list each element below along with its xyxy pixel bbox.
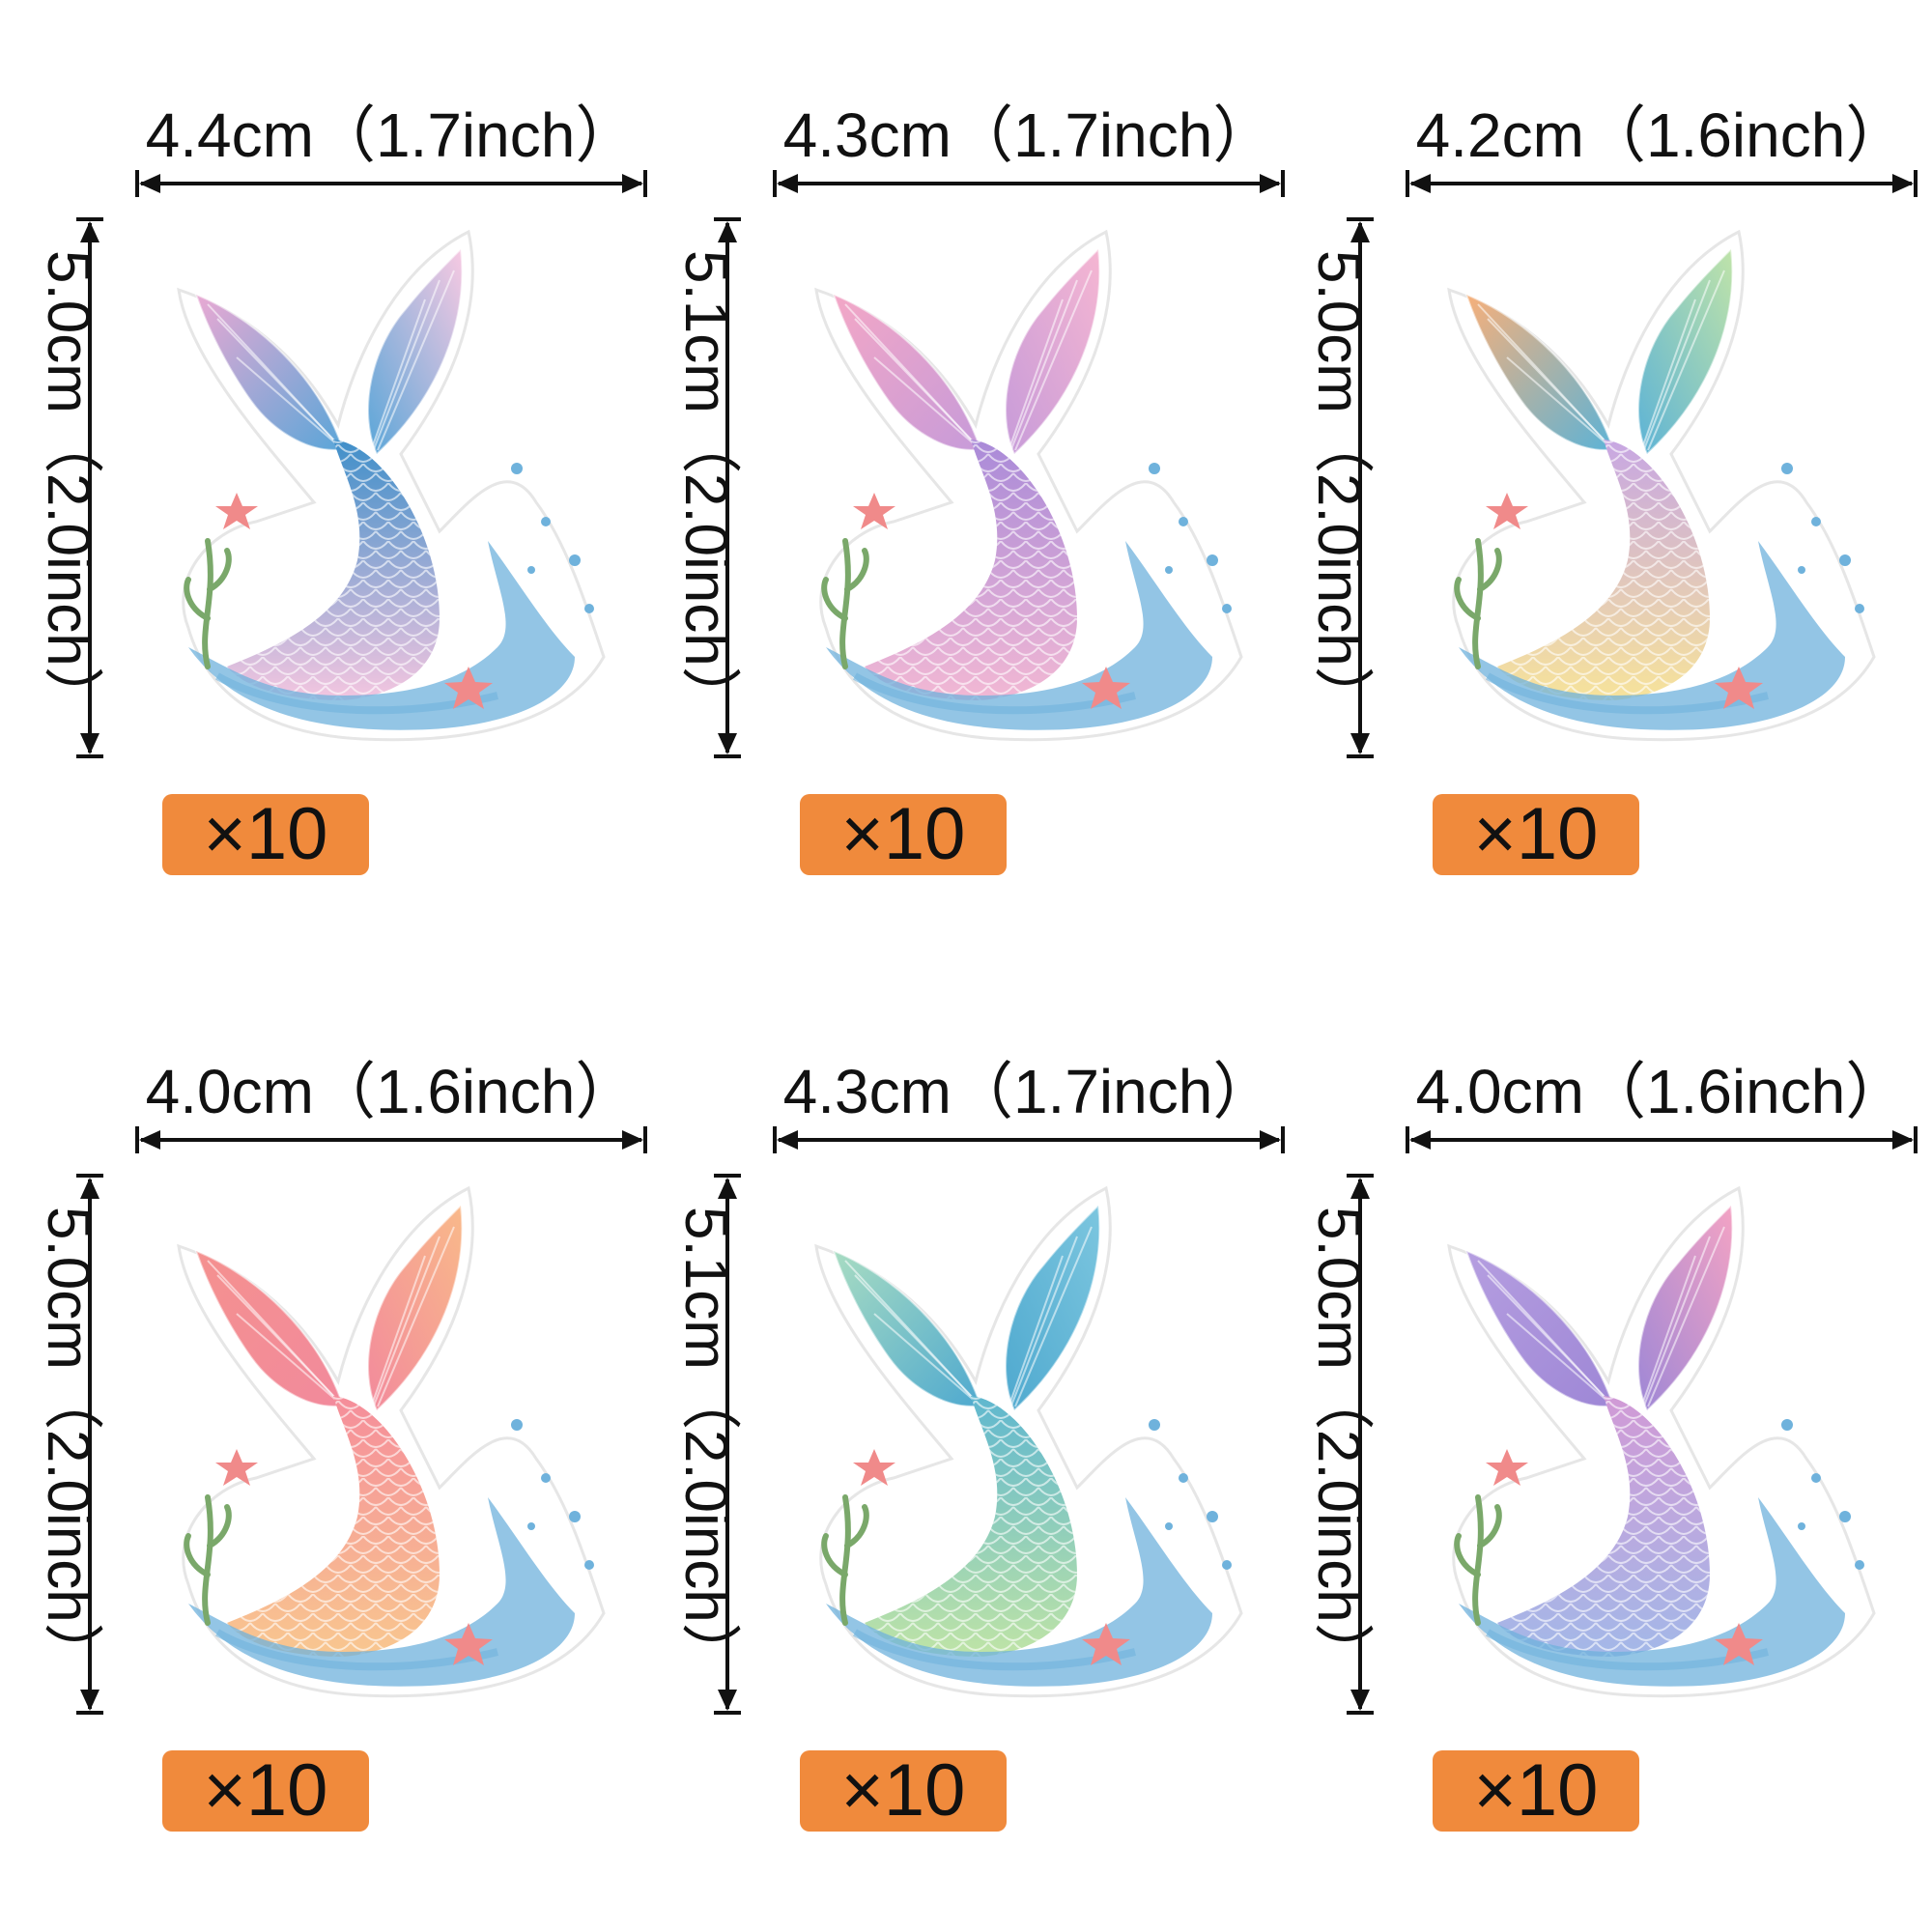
width-arrow-icon bbox=[1406, 170, 1918, 197]
width-dimension: 4.0cm（1.6inch） bbox=[135, 1053, 647, 1159]
width-label: 4.3cm（1.7inch） bbox=[782, 100, 1275, 170]
width-arrow-icon bbox=[773, 170, 1285, 197]
quantity-badge: ×10 bbox=[800, 1750, 1007, 1832]
width-dimension: 4.2cm（1.6inch） bbox=[1406, 97, 1918, 203]
height-label: 5.0cm（2.0inch） bbox=[1305, 249, 1372, 726]
height-arrow-icon bbox=[1347, 1174, 1374, 1715]
height-arrow-icon bbox=[714, 1174, 741, 1715]
height-dimension: 5.0cm（2.0inch） bbox=[1290, 1174, 1415, 1715]
mermaid-tail-sticker-image bbox=[1447, 229, 1876, 742]
sticker-card-4: 4.0cm（1.6inch） 5.0cm（2.0inch） bbox=[19, 1053, 647, 1903]
height-label: 5.0cm（2.0inch） bbox=[35, 249, 101, 726]
mermaid-tail-sticker-image bbox=[177, 229, 606, 742]
width-dimension: 4.3cm（1.7inch） bbox=[773, 97, 1285, 203]
height-dimension: 5.0cm（2.0inch） bbox=[19, 1174, 145, 1715]
mermaid-tail-sticker-image bbox=[814, 1185, 1243, 1698]
width-label: 4.4cm（1.7inch） bbox=[145, 100, 638, 170]
width-arrow-icon bbox=[1406, 1126, 1918, 1153]
mermaid-tail-sticker-image bbox=[1447, 1185, 1876, 1698]
sticker-card-3: 4.2cm（1.6inch） 5.0cm（2.0inch） bbox=[1290, 97, 1918, 947]
quantity-badge: ×10 bbox=[800, 794, 1007, 875]
height-label: 5.0cm（2.0inch） bbox=[35, 1206, 101, 1683]
width-dimension: 4.0cm（1.6inch） bbox=[1406, 1053, 1918, 1159]
height-dimension: 5.0cm（2.0inch） bbox=[19, 217, 145, 758]
quantity-badge: ×10 bbox=[1433, 1750, 1639, 1832]
height-label: 5.0cm（2.0inch） bbox=[1305, 1206, 1372, 1683]
quantity-badge: ×10 bbox=[162, 794, 369, 875]
width-arrow-icon bbox=[773, 1126, 1285, 1153]
height-label: 5.1cm（2.0inch） bbox=[672, 1206, 739, 1683]
mermaid-tail-sticker-image bbox=[814, 229, 1243, 742]
quantity-badge: ×10 bbox=[1433, 794, 1639, 875]
sticker-card-2: 4.3cm（1.7inch） 5.1cm（2.0inch） bbox=[657, 97, 1285, 947]
height-arrow-icon bbox=[714, 217, 741, 758]
width-label: 4.3cm（1.7inch） bbox=[782, 1057, 1275, 1126]
width-dimension: 4.4cm（1.7inch） bbox=[135, 97, 647, 203]
height-arrow-icon bbox=[76, 1174, 103, 1715]
width-arrow-icon bbox=[135, 170, 647, 197]
height-dimension: 5.1cm（2.0inch） bbox=[657, 217, 782, 758]
width-arrow-icon bbox=[135, 1126, 647, 1153]
width-label: 4.0cm（1.6inch） bbox=[1415, 1057, 1908, 1126]
width-label: 4.2cm（1.6inch） bbox=[1415, 100, 1908, 170]
width-dimension: 4.3cm（1.7inch） bbox=[773, 1053, 1285, 1159]
sticker-card-1: 4.4cm（1.7inch） 5.0cm（2.0inch） bbox=[19, 97, 647, 947]
sticker-card-5: 4.3cm（1.7inch） 5.1cm（2.0inch） bbox=[657, 1053, 1285, 1903]
sticker-card-6: 4.0cm（1.6inch） 5.0cm（2.0inch） bbox=[1290, 1053, 1918, 1903]
mermaid-tail-sticker-image bbox=[177, 1185, 606, 1698]
quantity-badge: ×10 bbox=[162, 1750, 369, 1832]
width-label: 4.0cm（1.6inch） bbox=[145, 1057, 638, 1126]
height-label: 5.1cm（2.0inch） bbox=[672, 249, 739, 726]
height-dimension: 5.0cm（2.0inch） bbox=[1290, 217, 1415, 758]
height-dimension: 5.1cm（2.0inch） bbox=[657, 1174, 782, 1715]
height-arrow-icon bbox=[76, 217, 103, 758]
height-arrow-icon bbox=[1347, 217, 1374, 758]
